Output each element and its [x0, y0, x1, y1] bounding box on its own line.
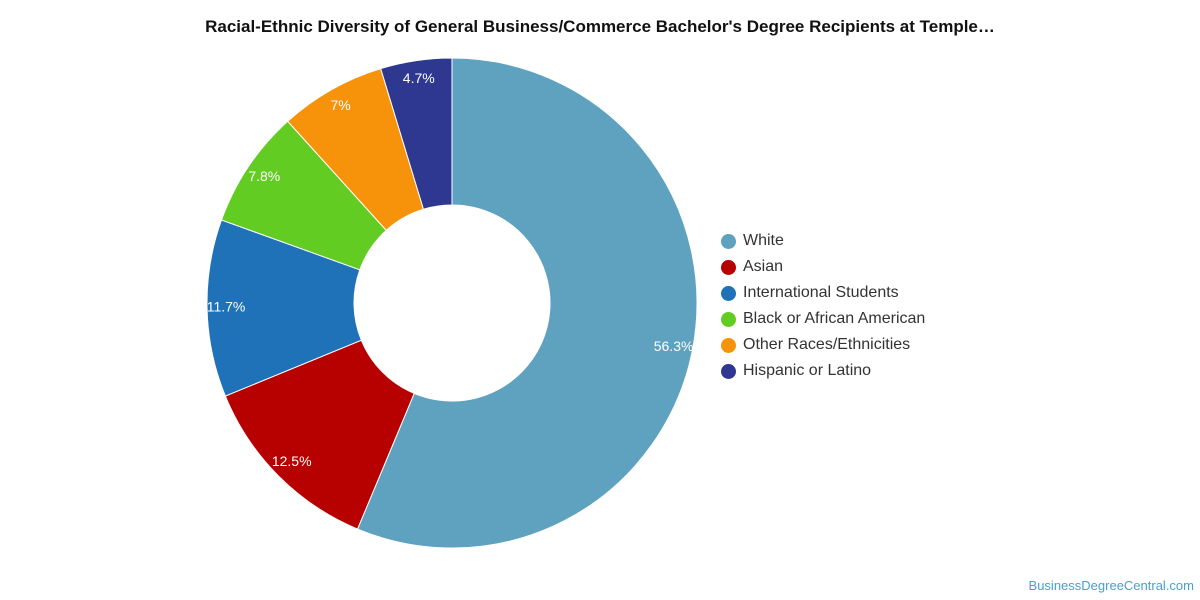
- data-label-international-students: 11.7%: [207, 299, 246, 315]
- legend-swatch-icon: [721, 311, 736, 327]
- data-label-hispanic-or-latino: 4.7%: [403, 70, 435, 86]
- data-label-white: 56.3%: [654, 338, 694, 354]
- legend-swatch-icon: [721, 285, 736, 301]
- legend-label: Hispanic or Latino: [743, 362, 872, 379]
- slice-hispanic-or-latino[interactable]: [380, 57, 453, 210]
- legend-swatch-icon: [721, 259, 736, 275]
- legend-swatch-icon: [721, 337, 736, 353]
- data-label-other-races-ethnicities: 7%: [331, 97, 351, 113]
- legend-label: Asian: [743, 258, 784, 275]
- legend-label: Other Races/Ethnicities: [743, 336, 911, 353]
- slice-asian[interactable]: [224, 339, 415, 530]
- legend-item-hispanic-or-latino[interactable]: Hispanic or Latino: [721, 358, 925, 384]
- data-label-black-or-african-american: 7.8%: [248, 168, 280, 184]
- legend-item-international-students[interactable]: International Students: [721, 280, 925, 306]
- data-labels-group: 56.3% 12.5% 11.7% 7.8% 7% 4.7%: [207, 70, 694, 469]
- legend-item-asian[interactable]: Asian: [721, 254, 925, 280]
- slice-international-students[interactable]: [206, 219, 362, 397]
- chart-title: Racial-Ethnic Diversity of General Busin…: [205, 17, 995, 36]
- legend-item-black-or-african-american[interactable]: Black or African American: [721, 306, 925, 332]
- legend: White Asian International Students Black or…: [721, 228, 925, 384]
- legend-swatch-icon: [721, 233, 736, 249]
- legend-item-white[interactable]: White: [721, 228, 925, 254]
- legend-swatch-icon: [721, 363, 736, 379]
- legend-item-other-races-ethnicities[interactable]: Other Races/Ethnicities: [721, 332, 925, 358]
- legend-label: International Students: [743, 284, 899, 301]
- slice-white[interactable]: [356, 57, 698, 549]
- slices-group: [206, 57, 698, 549]
- legend-label: Black or African American: [743, 310, 926, 327]
- legend-label: White: [743, 232, 784, 249]
- watermark: BusinessDegreeCentral.com: [1028, 578, 1194, 593]
- data-label-asian: 12.5%: [272, 453, 312, 469]
